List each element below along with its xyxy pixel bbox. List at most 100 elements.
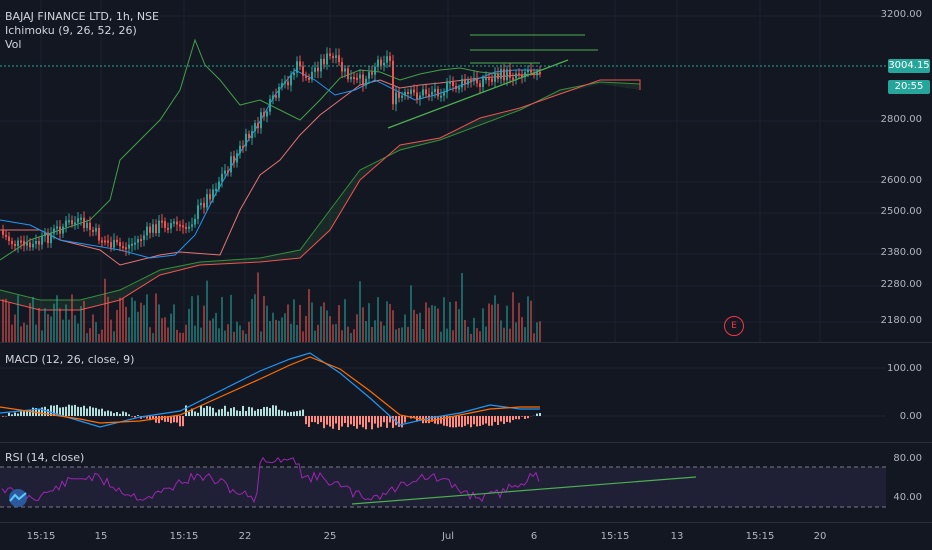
macd-histogram-bar bbox=[374, 416, 376, 424]
vol-legend[interactable]: Vol bbox=[5, 38, 22, 51]
candle-body bbox=[179, 224, 181, 227]
macd-histogram-bar bbox=[239, 411, 241, 416]
macd-histogram-bar bbox=[314, 416, 316, 423]
candle-body bbox=[122, 246, 124, 249]
price-axis[interactable]: 3200.00 2800.00 2600.00 2500.00 2380.00 … bbox=[881, 0, 932, 342]
time-axis-separator bbox=[0, 522, 932, 523]
candle-body bbox=[452, 81, 454, 86]
macd-histogram-bar bbox=[230, 408, 232, 416]
macd-histogram-bar bbox=[173, 416, 175, 423]
candle-body bbox=[167, 227, 169, 230]
rsi-axis[interactable]: 80.00 40.00 bbox=[886, 443, 932, 522]
symbol-title[interactable]: BAJAJ FINANCE LTD, 1h, NSE bbox=[5, 10, 159, 23]
macd-pane[interactable] bbox=[0, 343, 886, 442]
earnings-marker[interactable]: E bbox=[724, 316, 744, 336]
macd-histogram-bar bbox=[275, 405, 277, 416]
candle-body bbox=[155, 224, 157, 234]
volume-bar bbox=[335, 324, 337, 342]
volume-bar bbox=[83, 300, 85, 342]
volume-bar bbox=[53, 303, 55, 342]
candle-body bbox=[221, 173, 223, 182]
macd-histogram-bar bbox=[278, 409, 280, 416]
candle-body bbox=[458, 87, 460, 90]
candle-body bbox=[266, 111, 268, 117]
macd-histogram-bar bbox=[8, 412, 10, 416]
volume-bar bbox=[5, 298, 7, 342]
macd-histogram-bar bbox=[392, 416, 394, 428]
rsi-legend[interactable]: RSI (14, close) bbox=[5, 451, 85, 464]
macd-histogram-bar bbox=[26, 411, 28, 416]
candle-body bbox=[329, 53, 331, 57]
rsi-pane[interactable] bbox=[0, 443, 886, 522]
candle-body bbox=[491, 78, 493, 82]
macd-histogram-bar bbox=[167, 416, 169, 422]
volume-bar bbox=[377, 297, 379, 342]
candle-body bbox=[350, 77, 352, 80]
candle-body bbox=[362, 74, 364, 86]
macd-histogram-bar bbox=[308, 416, 310, 427]
senkou-span-b bbox=[0, 79, 641, 311]
volume-bar bbox=[308, 289, 310, 342]
candle-body bbox=[242, 145, 244, 148]
volume-bar bbox=[341, 330, 343, 342]
volume-bar bbox=[383, 325, 385, 342]
volume-bar bbox=[101, 329, 103, 342]
macd-histogram-bar bbox=[263, 407, 265, 416]
volume-bar bbox=[23, 322, 25, 342]
macd-chart[interactable] bbox=[0, 343, 886, 442]
macd-histogram-bar bbox=[452, 416, 454, 428]
macd-tick: 100.00 bbox=[887, 363, 922, 374]
volume-bar bbox=[539, 321, 541, 342]
macd-histogram-bar bbox=[437, 416, 439, 425]
macd-histogram-bar bbox=[476, 416, 478, 427]
candle-body bbox=[194, 218, 196, 225]
volume-bar bbox=[404, 314, 406, 342]
candle-body bbox=[308, 77, 310, 80]
candle-body bbox=[323, 58, 325, 65]
candle-body bbox=[176, 221, 178, 225]
macd-legend[interactable]: MACD (12, 26, close, 9) bbox=[5, 353, 135, 366]
candle-body bbox=[395, 92, 397, 105]
ichimoku-legend[interactable]: Ichimoku (9, 26, 52, 26) bbox=[5, 24, 137, 37]
rsi-chart[interactable] bbox=[0, 443, 886, 522]
candle-body bbox=[479, 83, 481, 88]
tradingview-logo-icon[interactable] bbox=[6, 488, 30, 508]
volume-bar bbox=[260, 331, 262, 342]
candle-body bbox=[353, 77, 355, 80]
macd-histogram-bar bbox=[290, 411, 292, 416]
volume-bar bbox=[17, 295, 19, 342]
pane-separator[interactable] bbox=[0, 442, 932, 443]
macd-histogram-bar bbox=[413, 416, 415, 418]
candle-body bbox=[341, 62, 343, 72]
volume-bar bbox=[503, 327, 505, 342]
volume-bar bbox=[356, 314, 358, 342]
symbol-legend[interactable]: BAJAJ FINANCE LTD, 1h, NSE Ichimoku (9, … bbox=[5, 10, 159, 52]
macd-axis[interactable]: 100.00 0.00 bbox=[886, 343, 932, 442]
volume-bar bbox=[257, 272, 259, 342]
volume-bar bbox=[431, 305, 433, 342]
volume-bar bbox=[416, 313, 418, 342]
macd-histogram-bar bbox=[152, 416, 154, 420]
macd-histogram-bar bbox=[302, 409, 304, 416]
macd-histogram-bar bbox=[77, 406, 79, 416]
candle-body bbox=[467, 80, 469, 85]
volume-bar bbox=[194, 325, 196, 342]
candle-body bbox=[236, 153, 238, 163]
candle-body bbox=[347, 68, 349, 80]
volume-bar bbox=[317, 324, 319, 342]
macd-histogram-bar bbox=[227, 411, 229, 416]
macd-histogram-bar bbox=[137, 415, 139, 416]
pane-separator[interactable] bbox=[0, 342, 932, 343]
price-chart[interactable] bbox=[0, 0, 886, 342]
macd-histogram-bar bbox=[515, 416, 517, 420]
volume-bar bbox=[410, 285, 412, 342]
macd-histogram-bar bbox=[365, 416, 367, 430]
volume-bar bbox=[323, 302, 325, 342]
volume-bar bbox=[74, 315, 76, 342]
macd-histogram-bar bbox=[539, 413, 541, 416]
candle-body bbox=[527, 69, 529, 73]
volume-bar bbox=[86, 333, 88, 342]
volume-bar bbox=[164, 317, 166, 342]
candle-body bbox=[185, 226, 187, 229]
price-pane[interactable] bbox=[0, 0, 886, 342]
